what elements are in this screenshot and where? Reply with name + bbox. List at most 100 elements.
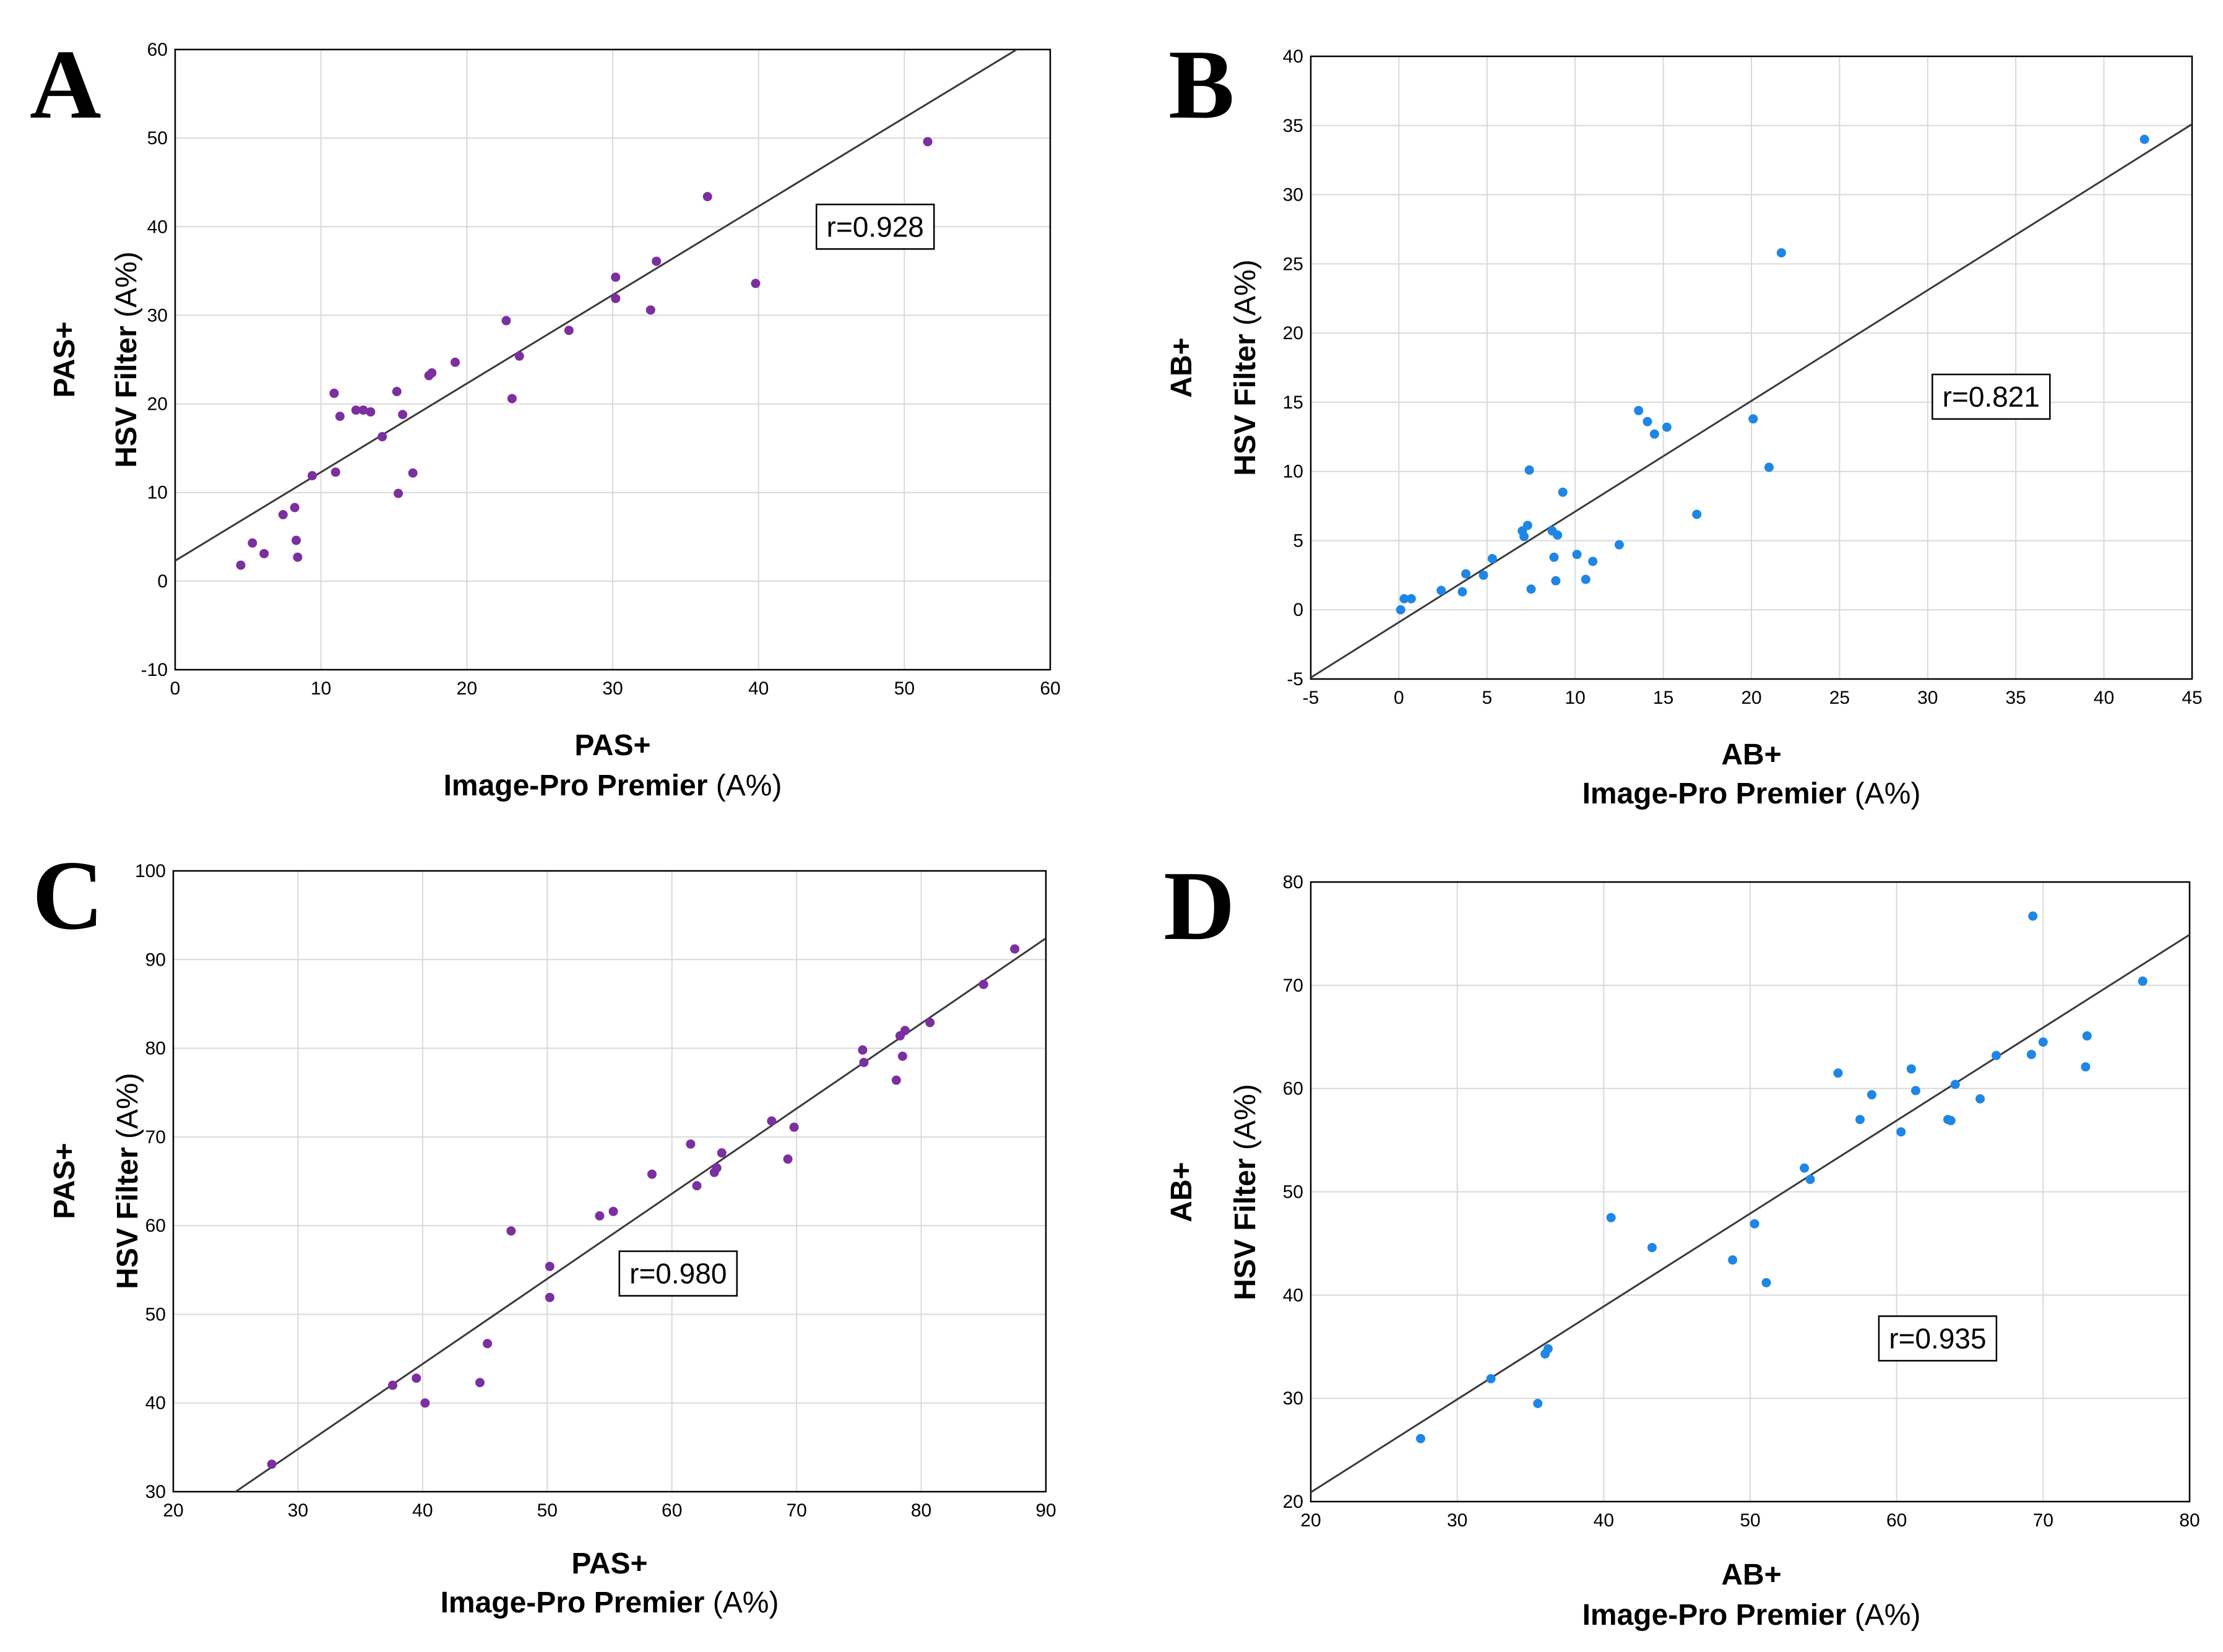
y-axis-subtitle: HSV Filter (A%) <box>1229 259 1262 475</box>
data-point <box>858 1045 868 1055</box>
panel-letter: C <box>32 840 104 950</box>
data-point <box>278 510 288 519</box>
data-point <box>1522 521 1532 530</box>
data-point <box>1992 1050 2001 1060</box>
data-point <box>1549 552 1559 562</box>
data-point <box>1805 1174 1815 1184</box>
panel-C: C20 30 40 50 60 70 80 9030405060708090100r=0.98… <box>32 840 1056 1619</box>
y-tick-label: 35 <box>1283 116 1303 136</box>
plot-frame <box>172 870 1047 1493</box>
data-point <box>652 256 662 266</box>
r-value-label: r=0.821 <box>1943 381 2040 413</box>
data-point <box>751 279 761 288</box>
data-point <box>1647 1243 1657 1253</box>
data-point <box>408 468 418 478</box>
data-point <box>267 1460 277 1469</box>
y-tick-label: 50 <box>145 1304 166 1325</box>
y-tick-label: 80 <box>145 1039 166 1059</box>
data-point <box>1553 530 1563 540</box>
data-point <box>358 405 368 415</box>
data-point <box>767 1116 777 1126</box>
x-tick-label: 60 <box>662 1500 682 1521</box>
data-point <box>1010 944 1020 954</box>
y-tick-label: 30 <box>1283 1388 1303 1409</box>
data-point <box>1558 487 1568 497</box>
data-point <box>1478 570 1488 580</box>
y-axis-title: AB+ <box>1165 1162 1198 1222</box>
r-value-label: r=0.935 <box>1889 1322 1986 1354</box>
r-value-label: r=0.928 <box>827 210 924 243</box>
r-value-box <box>1878 1315 1998 1362</box>
y-tick-label: 70 <box>1283 975 1303 996</box>
x-tick-label: 70 <box>2033 1510 2053 1531</box>
y-tick-label: 30 <box>145 1482 166 1502</box>
data-point <box>427 368 437 378</box>
data-point <box>483 1339 493 1349</box>
panel-B: B -5 0 5 10 15 20 25 30 35 40 45 -5 0 5 10 15 20 25 30 35 40 r… <box>1165 29 2203 810</box>
r-value-box <box>815 204 935 250</box>
data-point <box>925 1018 935 1027</box>
data-point <box>923 137 933 147</box>
x-tick-label: 10 <box>311 678 331 699</box>
data-point <box>1946 1115 1956 1125</box>
data-point <box>1896 1127 1906 1137</box>
data-point <box>420 1398 430 1408</box>
y-tick-label: 90 <box>145 949 166 970</box>
data-point <box>366 407 376 417</box>
y-axis-title: PAS+ <box>48 321 81 397</box>
y-tick-label: 50 <box>1283 1182 1303 1203</box>
data-point <box>450 357 460 367</box>
data-point <box>1662 422 1672 432</box>
y-tick-label: 70 <box>145 1127 166 1148</box>
data-point <box>378 432 387 442</box>
data-point <box>329 388 339 398</box>
y-tick-label: 40 <box>147 217 168 237</box>
y-tick-label: 80 <box>1283 872 1303 893</box>
data-point <box>1461 569 1471 579</box>
panel-D: D 20 30 40 50 60 70 80 20 30 40 50 60 70 80 r=0.935 AB+ I… <box>1163 850 2200 1632</box>
y-axis-subtitle: HSV Filter (A%) <box>110 251 143 467</box>
x-tick-label: 20 <box>163 1500 183 1521</box>
data-point <box>507 394 517 404</box>
x-axis-subtitle: Image-Pro Premier (A%) <box>441 1586 779 1619</box>
data-point <box>789 1122 799 1132</box>
data-point <box>859 1057 869 1067</box>
y-tick-label: 50 <box>147 128 168 149</box>
y-tick-label: 15 <box>1283 392 1303 413</box>
x-axis-title: AB+ <box>1721 1559 1781 1591</box>
data-point <box>412 1373 421 1383</box>
y-tick-label: 60 <box>145 1216 166 1236</box>
x-axis-title: PAS+ <box>571 1547 647 1580</box>
regression-line <box>1311 123 2192 679</box>
x-axis-subtitle: Image-Pro Premier (A%) <box>1582 777 1921 810</box>
panel-letter: A <box>30 29 101 139</box>
x-tick-label: 15 <box>1653 688 1673 708</box>
data-point <box>1833 1068 1843 1078</box>
data-point <box>1800 1163 1810 1173</box>
x-tick-label: 30 <box>602 678 623 699</box>
y-tick-label: -10 <box>141 660 168 680</box>
y-tick-label: 30 <box>147 305 168 326</box>
data-point <box>1406 594 1416 603</box>
data-point <box>1906 1064 1916 1074</box>
plot-frame <box>1310 55 2193 680</box>
data-point <box>1910 1086 1920 1096</box>
y-axis-title: AB+ <box>1165 337 1198 397</box>
x-tick-label: 50 <box>894 678 915 699</box>
data-point <box>259 548 269 558</box>
data-point <box>2026 1050 2036 1060</box>
x-tick-label: 30 <box>288 1500 308 1521</box>
data-point <box>351 405 361 415</box>
x-tick-label: 90 <box>1035 1500 1056 1521</box>
y-tick-label: 20 <box>1283 323 1303 344</box>
data-point <box>1867 1090 1876 1100</box>
panel-letter: B <box>1168 29 1235 139</box>
y-tick-label: 20 <box>1283 1492 1303 1512</box>
data-point <box>330 467 340 477</box>
x-tick-label: 20 <box>457 678 477 699</box>
data-point <box>1524 465 1534 475</box>
data-point <box>1457 587 1467 597</box>
data-point <box>564 326 574 335</box>
data-point <box>717 1148 727 1158</box>
